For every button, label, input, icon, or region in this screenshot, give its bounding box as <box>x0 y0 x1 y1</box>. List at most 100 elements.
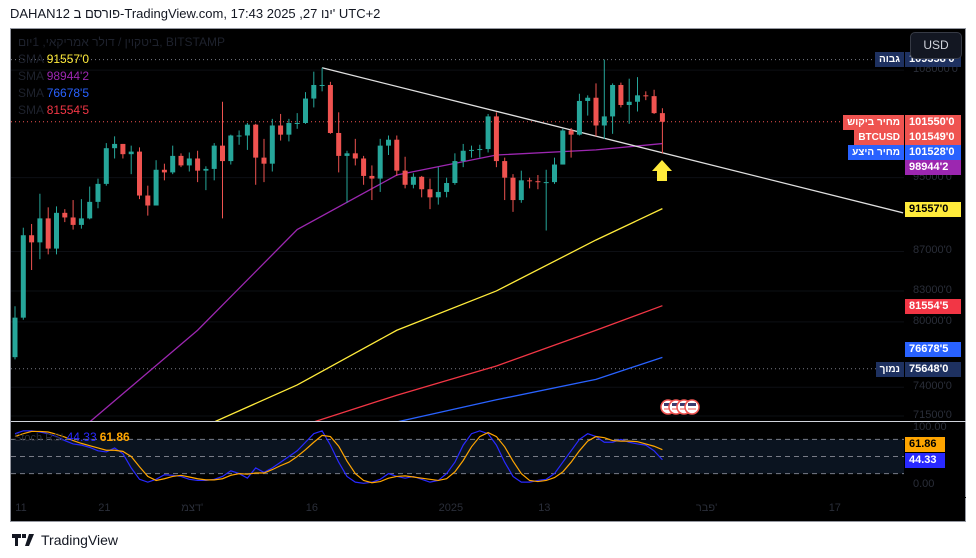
candle-body <box>20 235 26 318</box>
sma-value: 81554'5 <box>46 103 90 117</box>
footer-brand: TradingView <box>41 532 119 548</box>
us-flag-icon <box>684 399 700 415</box>
time-axis-label: 11 <box>15 502 27 514</box>
candle-body <box>394 139 400 171</box>
candle-body <box>576 100 582 135</box>
candle-body <box>78 218 84 225</box>
sma-value: 98944'2 <box>46 69 90 83</box>
time-axis-label: 16 <box>305 502 319 514</box>
price-badge-tag: נמוך <box>875 361 904 377</box>
candle-body <box>70 217 76 225</box>
candle-body <box>386 139 391 146</box>
sma-line <box>314 305 663 421</box>
candle-body <box>502 161 508 178</box>
price-badge-tag: מחיר היצע <box>848 144 904 160</box>
candle-body <box>485 116 491 150</box>
sma-name: SMA <box>18 69 47 83</box>
candle-body <box>153 169 159 206</box>
candle-body <box>659 113 665 122</box>
sma-legend-item: SMA 91557'0 <box>18 52 89 66</box>
price-badge-tag: מחיר ביקוש <box>843 114 904 130</box>
candle-body <box>460 150 466 162</box>
flag-canton <box>680 403 688 406</box>
stoch-badge: 61.86 <box>905 437 945 452</box>
time-axis-label: פבר' <box>695 502 718 514</box>
candle-body <box>518 180 524 201</box>
candle-body <box>493 116 499 162</box>
candle-body <box>435 191 441 198</box>
candle-body <box>361 158 367 176</box>
chart-title: ביטקוין / דולר אמריקאי, 1יום, BITSTAMP <box>18 35 225 49</box>
tradingview-logo[interactable]: TradingView <box>12 532 118 548</box>
time-axis-label: 17 <box>828 502 841 514</box>
candle-body <box>211 145 217 169</box>
candle-body <box>170 155 176 173</box>
candle-body <box>87 201 93 219</box>
publish-header: DAHAN12 פורסם ב-TradingView.com, 17:43 2… <box>10 6 381 21</box>
currency-button[interactable]: USD <box>910 32 962 59</box>
candle-body <box>37 218 43 243</box>
candle-body <box>269 125 275 164</box>
price-axis-label: 71500'0 <box>913 409 952 422</box>
candle-body <box>618 84 624 105</box>
stoch-d-value: 61.86 <box>99 430 130 444</box>
candle-body <box>311 84 317 99</box>
candle-body <box>62 212 68 218</box>
stoch-axis-label: 0.00 <box>913 478 935 490</box>
candle-body <box>161 169 167 173</box>
candle-body <box>352 153 358 159</box>
candle-body <box>203 168 209 171</box>
candle-body <box>593 97 599 126</box>
candle-body <box>643 95 649 97</box>
candle-body <box>552 164 557 183</box>
sma-legend-item: SMA 98944'2 <box>18 69 89 83</box>
price-badge-tag: גבוה <box>875 51 904 67</box>
candle-body <box>54 212 59 249</box>
candle-body <box>294 122 300 124</box>
sma-value: 91557'0 <box>46 52 90 66</box>
main-pane <box>11 59 904 421</box>
sma-legend-item: SMA 76678'5 <box>18 86 89 100</box>
trend-line <box>321 67 904 214</box>
candle-body <box>543 182 549 184</box>
candle-body <box>344 153 350 156</box>
candle-body <box>253 124 259 158</box>
sma-line <box>214 208 663 421</box>
candle-body <box>244 124 250 136</box>
candle-body <box>585 97 591 101</box>
candle-body <box>29 235 35 243</box>
price-axis-label: 87000'0 <box>913 244 952 257</box>
candle-body <box>120 143 126 155</box>
candle-body <box>610 84 616 117</box>
time-axis-label: דצמ' <box>181 502 204 514</box>
time-axis-label: 2025 <box>438 502 464 514</box>
candle-body <box>178 155 184 166</box>
candle-body <box>527 180 533 182</box>
price-badge: 101528'0 <box>905 144 961 160</box>
price-badge: 76678'5 <box>905 342 961 358</box>
price-axis-label: 83000'0 <box>913 283 952 296</box>
candle-body <box>444 182 450 192</box>
candle-body <box>568 130 574 135</box>
candle-body <box>535 181 541 183</box>
candle-body <box>601 116 607 126</box>
candle-body <box>469 149 474 151</box>
candle-body <box>635 95 640 102</box>
price-badge: 91557'0 <box>905 201 961 217</box>
candle-body <box>137 151 142 196</box>
candle-body <box>12 317 18 358</box>
flag-canton <box>664 403 672 406</box>
sma-line <box>398 356 663 421</box>
candle-body <box>427 189 433 198</box>
candle-body <box>95 183 101 202</box>
sma-value: 76678'5 <box>46 86 90 100</box>
candle-body <box>377 145 383 179</box>
flag-canton <box>688 403 696 406</box>
candle-body <box>236 135 242 137</box>
candle-body <box>195 158 201 171</box>
candle-body <box>419 176 425 190</box>
candle-body <box>278 125 284 135</box>
stoch-legend: Stoch RSI 44.33 61.86 <box>14 430 130 444</box>
price-badge: 101550'0 <box>905 114 961 130</box>
